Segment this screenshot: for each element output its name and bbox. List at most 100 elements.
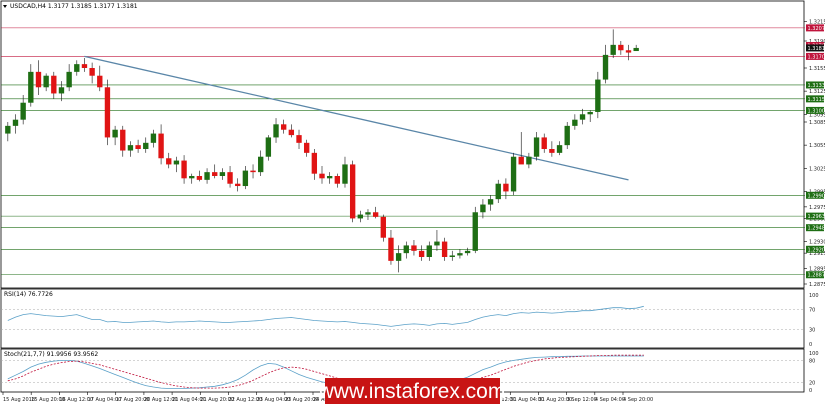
stoch-signal-line	[7, 354, 644, 389]
oscillator-tick-label: 20	[809, 381, 815, 387]
watermark-background	[325, 378, 500, 404]
level-tag-label: 1.3170	[808, 54, 825, 60]
bear-candle	[380, 216, 386, 238]
price-tick-label: 1.3025	[809, 166, 825, 172]
level-tag	[806, 224, 824, 232]
bull-candle	[43, 75, 49, 88]
bull-candle	[189, 176, 195, 179]
bear-candle	[281, 124, 287, 130]
level-tag	[806, 24, 824, 32]
bear-candle	[35, 71, 42, 88]
oscillator-tick-label: 100	[809, 351, 819, 357]
bull-candle	[258, 156, 264, 173]
bull-candle	[242, 170, 249, 187]
bear-candle	[303, 142, 310, 153]
dropdown-arrow-icon[interactable]	[3, 5, 7, 8]
time-tick-label: 16 Aug 12:00	[59, 397, 93, 403]
trend-layer	[84, 55, 629, 181]
bull-candle	[480, 204, 486, 213]
bear-candle	[349, 164, 356, 219]
time-tick-label: 4 Sep 20:00	[623, 397, 653, 403]
oscillator-tick-label: 0	[809, 388, 812, 394]
bear-candle	[81, 64, 88, 68]
bull-candle	[495, 183, 501, 200]
bull-candle	[342, 164, 348, 184]
bull-candle	[5, 125, 11, 134]
bull-candle	[143, 142, 149, 149]
bear-candle	[196, 176, 203, 180]
bull-candle	[204, 172, 210, 180]
price-panel	[0, 0, 805, 289]
time-tick-label: 4 Sep 04:00	[595, 397, 625, 403]
level-tag	[806, 52, 824, 60]
price-tick-label: 1.3215	[809, 20, 825, 26]
bull-candle	[510, 156, 517, 192]
level-tag-label: 1.3115	[808, 97, 825, 103]
oscillator-tick-label: 100	[809, 293, 819, 299]
price-tick-label: 1.3125	[809, 89, 825, 95]
bull-candle	[12, 119, 19, 126]
bull-candle	[556, 145, 563, 153]
level-tag-label: 1.3181	[808, 46, 825, 52]
level-tag	[806, 271, 824, 279]
bear-candle	[235, 183, 241, 187]
bear-candle	[250, 170, 256, 173]
bull-candle	[66, 71, 72, 88]
time-tick-label: 17 Aug 20:00	[116, 397, 150, 403]
time-tick-label: 15 Aug 20:00	[31, 397, 65, 403]
level-tag-label: 1.2887	[808, 273, 825, 279]
bear-candle	[166, 158, 172, 165]
bear-candle	[89, 68, 95, 76]
time-tick-label: 31 Aug 20:00	[538, 397, 572, 403]
bull-candle	[357, 214, 363, 219]
level-tags: 1.32071.31791.31811.31701.31331.31151.31…	[806, 24, 825, 279]
level-tag-label: 1.2948	[808, 226, 825, 232]
level-tag	[806, 245, 824, 253]
level-tag-label: 1.2920	[808, 247, 825, 253]
bull-candle	[449, 255, 455, 257]
bull-candle	[74, 64, 80, 72]
bull-candle	[219, 172, 226, 176]
bear-candle	[319, 173, 325, 179]
bull-candle	[633, 47, 639, 52]
bear-candle	[120, 129, 126, 151]
bear-candle	[334, 176, 341, 184]
bull-candle	[472, 212, 478, 251]
level-tag	[806, 95, 824, 103]
bull-candle	[273, 124, 279, 138]
level-tag	[806, 106, 824, 114]
bull-candle	[595, 79, 601, 112]
time-tick-label: 23 Aug 04:00	[257, 397, 291, 403]
bear-candle	[227, 172, 233, 184]
bull-candle	[610, 44, 616, 55]
bull-candle	[572, 119, 578, 126]
bull-candle	[533, 137, 540, 157]
time-tick-label: 20 Aug 12:00	[144, 397, 178, 403]
time-tick-label: 3 Sep 12:00	[567, 397, 597, 403]
price-tick-label: 1.2915	[809, 251, 825, 257]
candles-layer	[5, 29, 639, 273]
level-tag-label: 1.3133	[808, 83, 825, 89]
bull-candle	[326, 176, 333, 179]
level-tag	[806, 212, 824, 220]
bull-candle	[403, 245, 409, 254]
rsi-label: RSI(14) 76.7726	[4, 291, 53, 298]
level-tag-label: 1.2963	[808, 214, 825, 220]
bull-candle	[487, 199, 494, 205]
bull-candle	[265, 137, 272, 157]
bear-candle	[181, 160, 187, 179]
time-tick-label: 21 Aug 20:00	[200, 397, 234, 403]
bull-candle	[602, 54, 609, 80]
rsi-line	[7, 305, 644, 327]
bear-candle	[549, 149, 555, 153]
bull-candle	[173, 160, 180, 165]
rsi-panel	[0, 288, 805, 349]
bull-candle	[112, 129, 118, 138]
time-tick-label: 21 Aug 04:00	[172, 397, 206, 403]
oscillator-tick-label: 80	[809, 358, 815, 364]
bull-candle	[434, 241, 440, 246]
bull-candle	[587, 111, 593, 115]
bull-candle	[457, 253, 463, 256]
bull-candle	[365, 212, 371, 215]
bear-candle	[625, 50, 632, 53]
